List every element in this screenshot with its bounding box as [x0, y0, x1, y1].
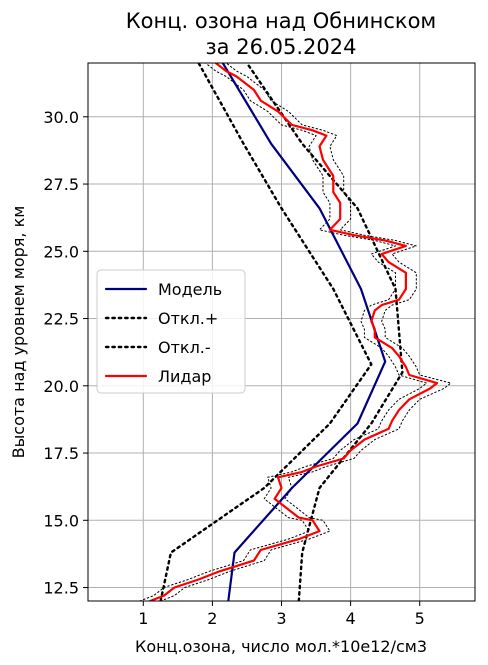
x-tick-label: 1: [138, 609, 148, 628]
y-tick-label: 27.5: [43, 175, 79, 194]
y-tick-label: 12.5: [43, 579, 79, 598]
y-tick-label: 20.0: [43, 377, 79, 396]
y-axis-label: Высота над уровнем моря, км: [9, 206, 28, 459]
legend: Модель Откл.+ Откл.- Лидар: [96, 269, 246, 394]
y-tick-label: 17.5: [43, 444, 79, 463]
y-axis-ticks: 12.5 15.0 17.5 20.0 22.5 25.0 27.5 30.0: [43, 108, 88, 598]
series-line-1: [245, 63, 404, 601]
legend-label: Откл.-: [158, 338, 211, 357]
legend-box: [96, 269, 246, 394]
legend-label: Лидар: [158, 367, 211, 386]
grid: [88, 63, 475, 601]
legend-label: Модель: [158, 280, 222, 299]
chart-title-line-1: Конц. озона над Обнинском: [126, 9, 437, 33]
plot-frame: [87, 62, 476, 602]
series-line-3: [149, 63, 439, 601]
y-tick-label: 30.0: [43, 108, 79, 127]
y-tick-label: 22.5: [43, 310, 79, 329]
chart-title-line-2: за 26.05.2024: [206, 35, 357, 59]
x-tick-label: 4: [346, 609, 356, 628]
series-layer: [139, 63, 452, 601]
legend-label: Откл.+: [158, 309, 218, 328]
series-line-2: [159, 63, 373, 601]
y-tick-label: 25.0: [43, 242, 79, 261]
x-axis-ticks: 1 2 3 4 5: [138, 601, 425, 628]
series-line-0: [221, 63, 387, 601]
x-tick-label: 3: [276, 609, 286, 628]
series-line-lidar-envelope-4: [160, 63, 452, 601]
x-axis-label: Конц.озона, число мол.*10e12/см3: [135, 637, 427, 656]
x-tick-label: 2: [207, 609, 217, 628]
y-tick-label: 15.0: [43, 511, 79, 530]
x-tick-label: 5: [415, 609, 425, 628]
